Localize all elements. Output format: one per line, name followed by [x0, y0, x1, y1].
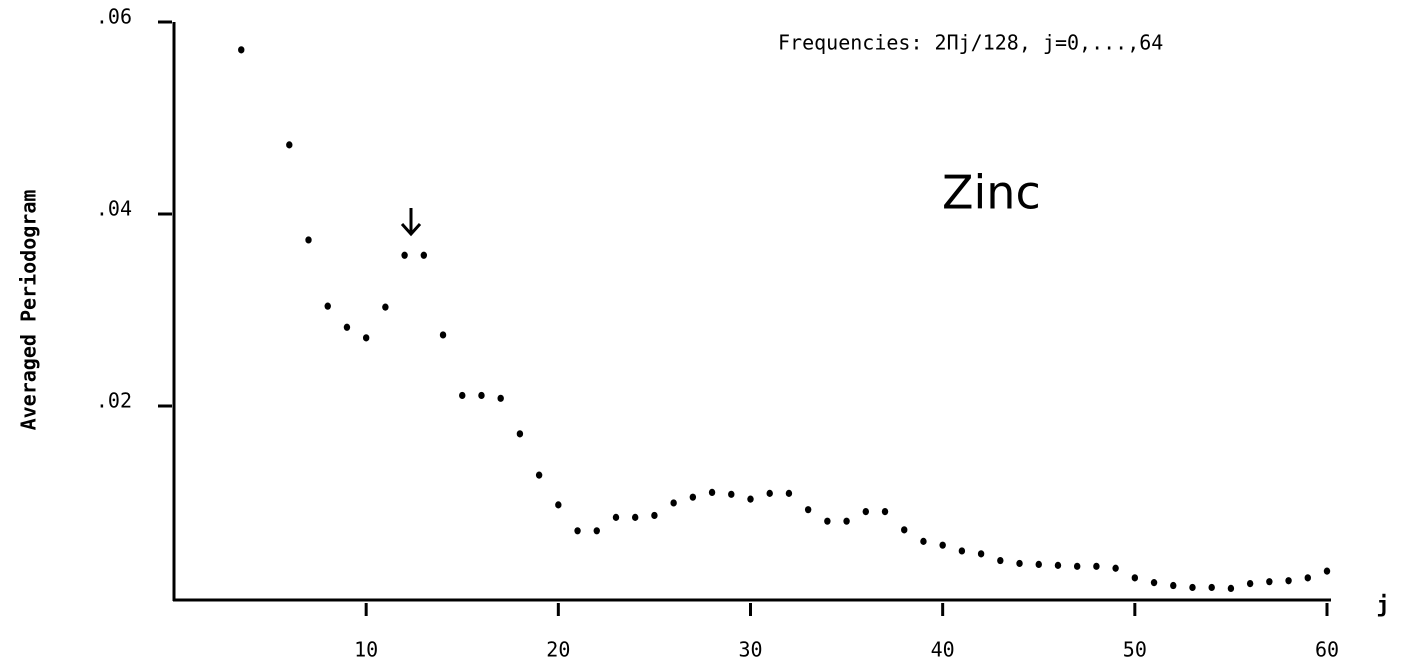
y-axis-label: Averaged Periodogram: [17, 190, 41, 431]
data-point: [689, 493, 697, 501]
data-point: [670, 499, 677, 507]
data-point: [1150, 579, 1158, 587]
data-point: [824, 517, 831, 525]
x-tick-label: 40: [931, 638, 955, 662]
data-point: [632, 513, 639, 521]
data-point: [862, 508, 869, 516]
y-tick-label: .02: [96, 389, 132, 413]
data-point: [324, 302, 331, 310]
x-axis-label: j: [1376, 593, 1389, 618]
data-point: [1073, 562, 1081, 570]
data-point: [1035, 560, 1042, 569]
data-point: [939, 541, 946, 549]
data-point: [651, 511, 658, 520]
data-point: [1016, 559, 1023, 568]
data-point: [1170, 581, 1177, 590]
data-point: [1227, 584, 1235, 593]
data-point: [920, 537, 927, 545]
arrow: [400, 208, 422, 237]
data-point: [497, 394, 504, 402]
data-point: [516, 430, 524, 438]
data-point: [1323, 567, 1331, 575]
data-point: [286, 141, 293, 149]
data-point: [439, 331, 447, 339]
data-point: [343, 323, 351, 331]
data-point: [1131, 574, 1139, 582]
data-point: [1208, 583, 1215, 592]
data-point: [785, 489, 793, 497]
data-point: [238, 46, 245, 54]
x-tick-label: 50: [1123, 638, 1147, 662]
data-point: [958, 547, 966, 555]
data-point: [708, 488, 716, 496]
data-point: [977, 550, 985, 558]
data-point: [1093, 562, 1100, 570]
data-point: [362, 334, 370, 342]
x-tick-label: 60: [1315, 638, 1339, 662]
annotation: Frequencies: 2Πj/128, j=0,...,64: [778, 31, 1163, 55]
data-point: [382, 303, 389, 311]
data-point: [997, 556, 1004, 565]
data-point: [843, 517, 850, 525]
data-point: [804, 506, 812, 514]
y-tick-label: .04: [96, 197, 132, 221]
y-tick-label: .06: [96, 5, 132, 29]
annotation: Zinc: [942, 166, 1041, 220]
data-point: [420, 251, 428, 259]
data-point: [1266, 578, 1273, 586]
data-point: [1054, 561, 1062, 569]
data-point: [305, 236, 312, 244]
data-point: [881, 508, 889, 516]
data-point: [1304, 574, 1311, 582]
data-point: [401, 251, 408, 259]
data-point: [1246, 580, 1254, 588]
x-tick-label: 10: [354, 638, 378, 662]
data-point: [728, 490, 735, 498]
data-point: [555, 501, 562, 509]
data-point: [535, 471, 543, 479]
data-point: [574, 527, 581, 535]
data-point: [901, 526, 908, 534]
data-point: [478, 391, 485, 400]
data-point: [612, 513, 620, 521]
data-point: [459, 391, 466, 400]
data-point: [1112, 564, 1119, 572]
data-point: [1285, 577, 1292, 585]
x-tick-label: 30: [738, 638, 762, 662]
x-tick-label: 20: [546, 638, 570, 662]
data-point: [766, 489, 773, 497]
data-point: [1189, 583, 1196, 592]
data-point: [593, 527, 600, 535]
data-point: [747, 495, 754, 503]
